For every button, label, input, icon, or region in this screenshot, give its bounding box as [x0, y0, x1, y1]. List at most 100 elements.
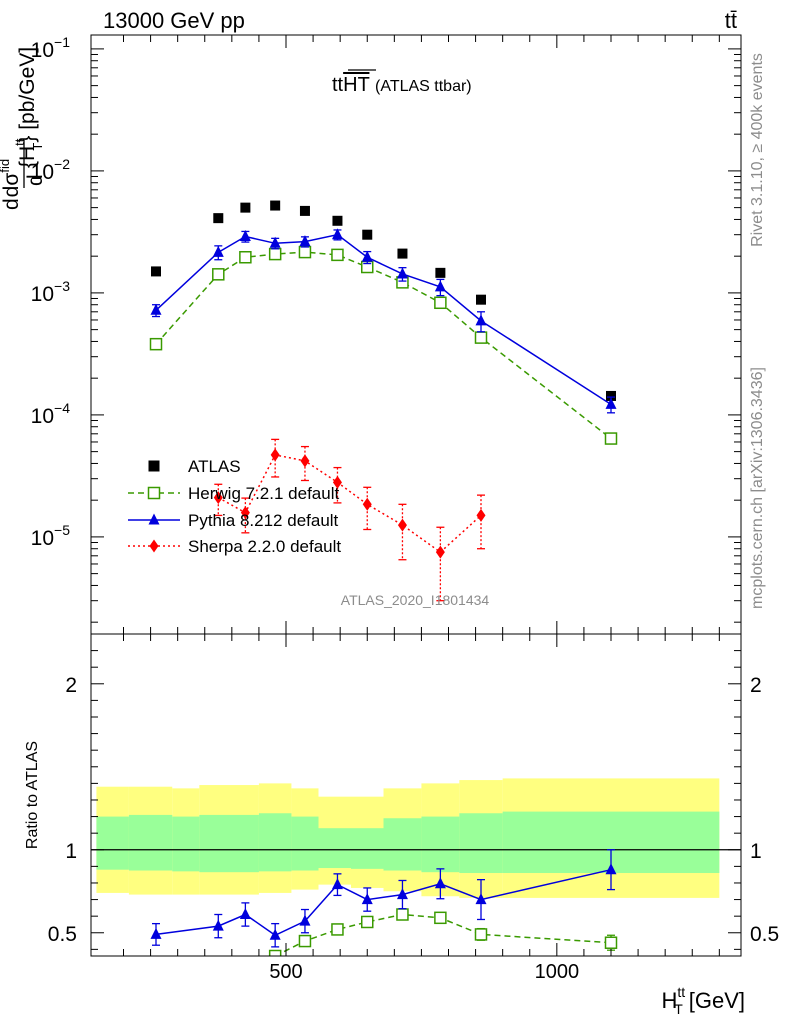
data-point — [150, 927, 162, 939]
data-point — [396, 908, 409, 921]
data-point — [434, 280, 446, 292]
data-point — [298, 245, 312, 259]
data-point — [299, 205, 310, 216]
data-point — [362, 229, 373, 240]
xlabel-base: H — [662, 988, 678, 1013]
beam-label: 13000 GeV pp — [103, 8, 245, 33]
ylabel-sigma: dσ — [0, 173, 23, 198]
rivet-label: Rivet 3.1.10, ≥ 400k events — [749, 53, 766, 247]
process-label: tt̄ — [725, 8, 737, 33]
series-line — [155, 251, 612, 440]
data-point — [435, 545, 445, 559]
main-ylabel: ddσfid d {HttT} [pb/GeV] — [0, 47, 47, 210]
ratio-uncertainty-bands — [91, 778, 741, 898]
series-herwig — [149, 245, 618, 445]
data-point — [474, 331, 488, 344]
ratio-y-tick-label-left: 0.5 — [48, 923, 77, 946]
data-point — [270, 200, 281, 211]
inner-band-segment — [383, 818, 422, 871]
y-tick-label: 10−5 — [31, 522, 71, 550]
data-point — [396, 267, 408, 279]
legend-label: Pythia 8.212 default — [188, 511, 339, 530]
data-point — [239, 908, 251, 920]
ylabel-brace-open: {H — [16, 146, 39, 168]
data-point — [332, 475, 342, 489]
main-series-layer — [149, 200, 618, 602]
data-point — [396, 888, 408, 900]
data-point — [476, 508, 486, 522]
data-point — [361, 893, 373, 905]
data-point — [299, 235, 311, 247]
data-point — [434, 877, 446, 889]
series-sherpa — [213, 438, 486, 602]
main-plot-panel: 10−110−210−310−410−5 ttHT (ATLAS ttbar) … — [0, 34, 742, 635]
y-tick-label: 10−2 — [31, 156, 71, 184]
xlabel-unit: [GeV] — [689, 988, 745, 1013]
data-point — [332, 215, 343, 226]
data-point — [240, 506, 250, 520]
legend: ATLAS Herwig 7.2.1 default Pythia 8.212 de… — [128, 457, 341, 556]
ylabel-sigma-sup: fid — [0, 159, 12, 173]
data-point — [298, 934, 312, 948]
data-point — [474, 928, 488, 941]
series-pythia — [150, 228, 617, 414]
data-point — [361, 915, 374, 929]
data-point — [212, 268, 225, 281]
inner-band-segment — [199, 814, 259, 873]
svg-text:ddσfid: ddσfid — [0, 159, 23, 210]
data-point — [268, 247, 282, 261]
data-point — [212, 919, 224, 931]
inner-band-segment — [459, 813, 503, 874]
y-tick-label: 10−3 — [31, 278, 71, 306]
inner-band-segment — [318, 828, 351, 869]
data-point — [269, 928, 281, 940]
legend-label: Herwig 7.2.1 default — [188, 484, 339, 503]
plot-title-paren: (ATLAS ttbar) — [375, 78, 472, 95]
data-point — [270, 448, 280, 462]
data-point — [213, 213, 224, 224]
xlabel-sup: tt — [677, 984, 685, 1000]
series-herwig — [268, 908, 618, 956]
ylabel-brace-sub: T — [30, 143, 45, 151]
inner-band-segment — [421, 816, 460, 873]
mcplots-label: mcplots.cern.ch [arXiv:1306.3436] — [749, 367, 766, 609]
ylabel-brace-close: } [pb/GeV] — [16, 47, 39, 143]
ylabel-brace-sup: tt — [12, 138, 27, 146]
ratio-series-layer — [150, 849, 618, 956]
data-point — [604, 936, 618, 949]
ratio-y-tick-label-right: 1 — [750, 840, 762, 863]
series-atlas — [151, 200, 616, 401]
x-tick-label: 500 — [269, 961, 302, 983]
ratio-axis-ticks: 0.5 0.5 1 1 2 2 500 1000 — [48, 634, 779, 983]
inner-band-segment — [96, 816, 129, 870]
data-point — [213, 491, 223, 505]
inner-band-segment — [351, 828, 384, 869]
legend-entry: Sherpa 2.2.0 default — [128, 537, 341, 556]
ylabel-d: d — [0, 198, 23, 210]
legend-marker — [148, 460, 160, 472]
ratio-y-tick-label-left: 1 — [65, 840, 77, 863]
data-point — [362, 497, 372, 511]
y-tick-label: 10−1 — [31, 34, 71, 62]
data-point — [331, 923, 344, 936]
y-tick-label: 10−4 — [31, 400, 71, 428]
data-point — [397, 248, 408, 259]
ratio-y-tick-label-right: 2 — [750, 674, 762, 697]
data-point — [268, 949, 282, 956]
xlabel-sub: T — [674, 1001, 683, 1017]
data-point — [269, 236, 281, 248]
data-point — [331, 878, 343, 890]
plot-title-main: tt — [332, 74, 344, 96]
data-point — [299, 914, 311, 926]
data-point — [151, 266, 161, 277]
data-point — [361, 250, 373, 262]
ratio-ylabel: Ratio to ATLAS — [24, 741, 41, 849]
series-line — [155, 233, 612, 405]
data-point — [605, 397, 617, 409]
ylabel-denominator-d: d — [24, 174, 47, 186]
inner-band-segment — [172, 816, 200, 872]
data-point — [475, 314, 487, 326]
data-point — [434, 296, 447, 310]
data-point — [150, 303, 162, 315]
